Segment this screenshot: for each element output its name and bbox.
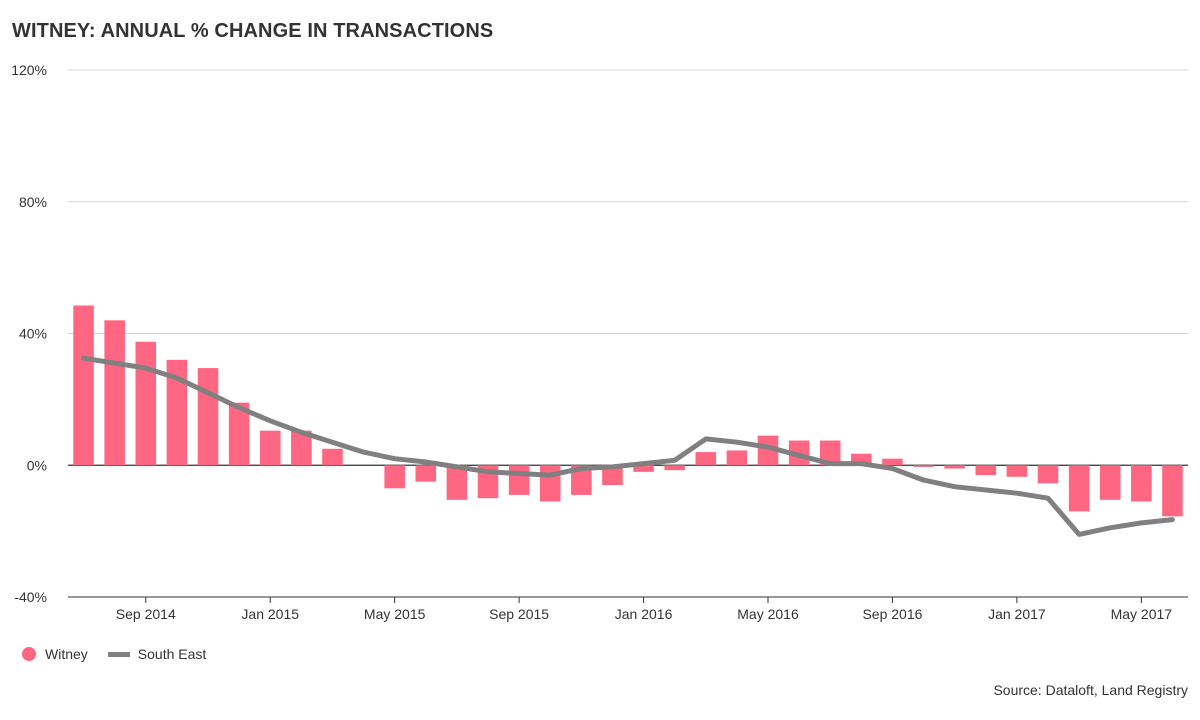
witney-bar <box>944 465 965 469</box>
witney-bar <box>1131 465 1152 502</box>
chart-title: WITNEY: ANNUAL % CHANGE IN TRANSACTIONS <box>12 20 494 42</box>
witney-bar <box>819 440 841 466</box>
x-tick-label: Jan 2016 <box>615 606 673 622</box>
witney-bar <box>571 465 592 495</box>
witney-legend-label: Witney <box>45 646 88 662</box>
x-axis: Sep 2014 Jan 2015 May 2015 Sep 2015 Jan 2016… <box>68 596 1188 622</box>
y-tick-label: 0% <box>27 457 47 473</box>
y-axis-ticks: -40% 0% 40% 80% 120% <box>11 62 47 605</box>
witney-bar <box>446 465 468 500</box>
x-tick-label: May 2015 <box>364 606 426 622</box>
witney-bar <box>975 465 997 476</box>
witney-bar <box>1037 465 1059 484</box>
south-east-legend-marker <box>107 651 130 657</box>
south-east-line-group <box>81 355 1175 537</box>
y-tick-label: 120% <box>11 62 47 78</box>
witney-bar <box>508 465 530 495</box>
witney-bar <box>322 448 343 466</box>
witney-bar <box>539 465 561 502</box>
y-tick-label: -40% <box>14 589 47 605</box>
x-tick-label: Sep 2015 <box>489 606 549 622</box>
witney-legend-marker <box>22 647 36 661</box>
south-east-legend-label: South East <box>137 646 207 662</box>
legend: Witney South East <box>22 646 206 662</box>
source-note: Source: Dataloft, Land Registry <box>993 682 1188 698</box>
x-tick-label: May 2017 <box>1111 606 1173 622</box>
witney-bar <box>882 458 903 466</box>
witney-bar <box>415 465 437 482</box>
witney-bar <box>602 465 623 486</box>
witney-bar <box>757 435 779 466</box>
witney-bar <box>1099 465 1121 500</box>
witney-bar <box>135 341 157 466</box>
witney-bar <box>197 368 219 466</box>
witney-bar <box>259 430 281 466</box>
y-tick-label: 80% <box>19 194 47 210</box>
x-tick-label: Sep 2014 <box>116 606 176 622</box>
witney-bar <box>291 430 312 466</box>
witney-bar <box>104 320 125 466</box>
witney-bar <box>633 465 654 472</box>
y-tick-label: 40% <box>19 326 47 342</box>
south-east-line <box>81 355 1175 537</box>
witney-bar <box>695 452 717 466</box>
witney-bar <box>1068 465 1090 512</box>
x-tick-label: May 2016 <box>737 606 799 622</box>
witney-bar <box>1006 465 1028 477</box>
x-tick-label: Jan 2017 <box>988 606 1046 622</box>
witney-bars <box>73 305 1183 517</box>
witney-bar <box>384 465 405 489</box>
witney-bar <box>664 465 685 471</box>
witney-bar <box>228 402 250 466</box>
witney-bar <box>851 453 872 466</box>
x-tick-label: Jan 2015 <box>241 606 299 622</box>
witney-bar <box>913 465 934 467</box>
witney-bar <box>726 450 748 466</box>
gridlines <box>68 69 1188 598</box>
witney-bar <box>166 359 188 466</box>
x-tick-label: Sep 2016 <box>862 606 922 622</box>
witney-bar <box>1162 465 1183 517</box>
witney-bar <box>73 305 94 466</box>
